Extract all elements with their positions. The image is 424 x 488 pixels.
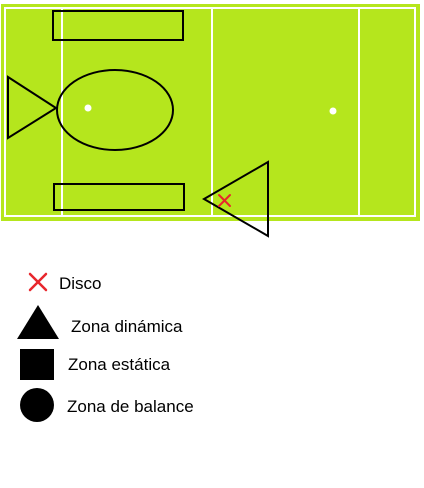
disc-marker — [218, 194, 231, 207]
legend-label-balance-zone: Zona de balance — [67, 397, 194, 416]
field-boundary-line — [4, 7, 416, 217]
dynamic-zone-right — [202, 160, 269, 238]
triangle-icon — [17, 305, 59, 339]
dynamic-zone-left — [7, 75, 58, 140]
legend-label-dynamic-zone: Zona dinámica — [71, 317, 183, 336]
static-zone-bottom — [53, 183, 185, 211]
legend-label-disc: Disco — [59, 274, 102, 293]
x-mark-icon — [28, 272, 48, 292]
square-icon — [20, 349, 54, 380]
field-background — [1, 4, 420, 221]
right-spot — [329, 107, 337, 115]
circle-icon — [20, 388, 54, 422]
static-zone-top — [52, 10, 184, 41]
left-spot — [84, 104, 92, 112]
balance-zone — [56, 69, 174, 151]
legend-label-static-zone: Zona estática — [68, 355, 171, 374]
field-lines — [4, 7, 416, 217]
